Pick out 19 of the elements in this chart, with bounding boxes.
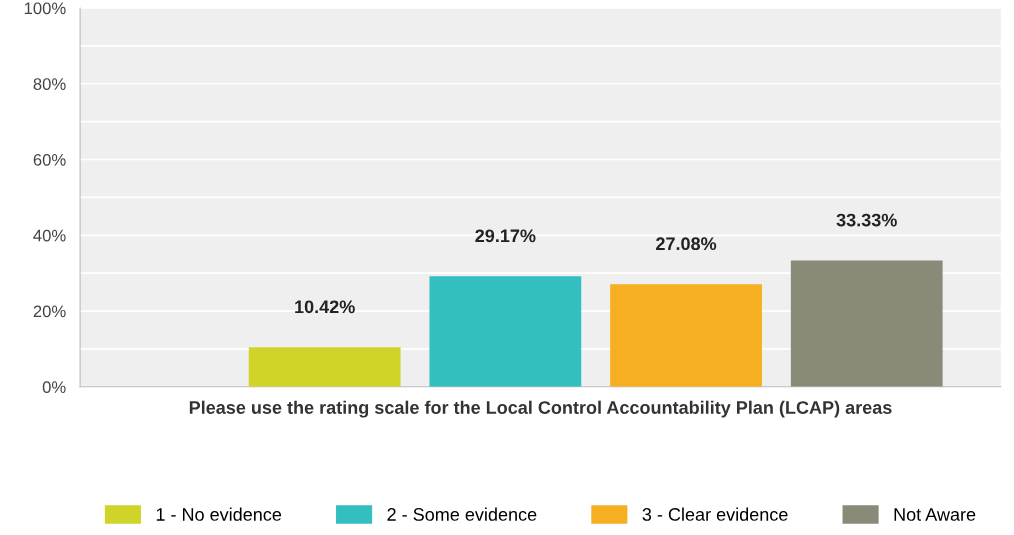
y-tick-label: 40% bbox=[33, 229, 66, 242]
bar bbox=[248, 347, 401, 387]
data-label: 29.17% bbox=[475, 229, 536, 243]
y-tick-label: 60% bbox=[33, 153, 66, 166]
y-tick-label: 100% bbox=[24, 2, 66, 15]
bar bbox=[790, 260, 943, 387]
legend-label: 3 - Clear evidence bbox=[642, 507, 788, 521]
y-tick-label: 0% bbox=[42, 381, 66, 394]
data-label: 33.33% bbox=[836, 213, 897, 227]
bar bbox=[610, 284, 762, 387]
data-label: 10.42% bbox=[295, 300, 355, 314]
legend-label: 1 - No evidence bbox=[156, 507, 282, 521]
y-tick-label: 80% bbox=[33, 78, 66, 90]
y-tick-label: 20% bbox=[33, 305, 66, 318]
legend-label: Not Aware bbox=[894, 508, 976, 521]
bar bbox=[429, 276, 582, 387]
data-label: 27.08% bbox=[656, 237, 717, 251]
x-tick-label: Please use the rating scale for the Local Control Accountability Plan (LCAP) areas bbox=[189, 400, 892, 418]
legend-label: 2 - Some evidence bbox=[387, 507, 537, 521]
